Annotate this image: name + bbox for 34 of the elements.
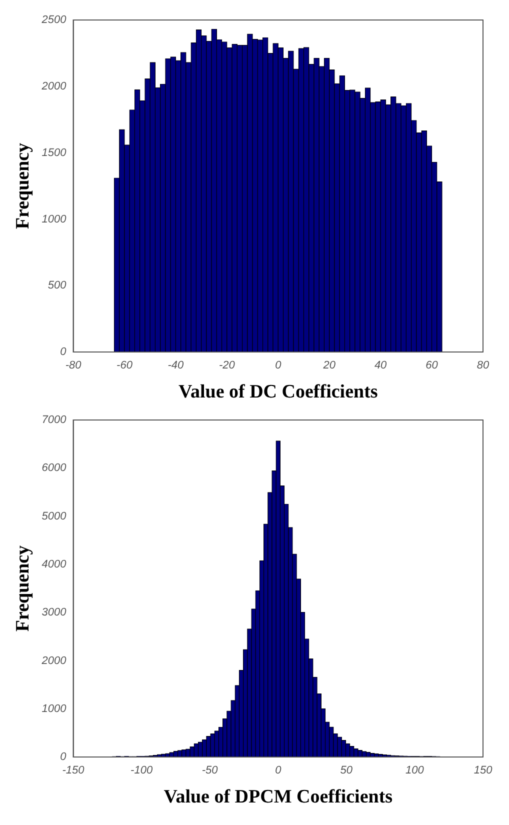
x-tick-label: -80 (65, 360, 82, 372)
x-tick-label: 40 (374, 360, 388, 372)
x-tick-label: 50 (340, 764, 354, 777)
y-tick-label: 2000 (40, 654, 68, 667)
y-tick-label: 4000 (42, 558, 68, 570)
y-tick-label: 2500 (40, 14, 68, 26)
y-tick-label: 1000 (42, 213, 68, 226)
y-tick-label: 5000 (42, 510, 68, 522)
x-axis-title: Value of DC Coefficients (178, 382, 378, 403)
y-tick-label: 1500 (42, 146, 68, 159)
y-tick-label: 3000 (42, 606, 68, 619)
y-tick-label: 0 (60, 346, 68, 358)
x-tick-label: -50 (202, 764, 219, 777)
x-tick-label: -150 (62, 764, 86, 777)
x-tick-label: -40 (168, 360, 185, 372)
y-tick-label: 500 (48, 280, 68, 292)
x-tick-label: 100 (406, 764, 425, 777)
x-tick-label: 0 (275, 764, 282, 777)
x-tick-label: 0 (275, 360, 282, 372)
y-tick-label: 0 (60, 751, 68, 764)
x-tick-label: -20 (218, 360, 236, 372)
y-tick-label: 1000 (42, 702, 68, 715)
y-axis-title: Frequency (12, 142, 34, 230)
y-tick-label: 2000 (40, 80, 68, 92)
x-tick-label: -100 (130, 764, 154, 777)
x-tick-label: 150 (474, 764, 494, 777)
x-tick-label: 60 (426, 360, 439, 372)
x-tick-label: -60 (116, 360, 134, 372)
y-axis-title: Frequency (12, 544, 34, 632)
x-axis-title: Value of DPCM Coefficients (164, 786, 393, 808)
y-tick-label: 7000 (42, 414, 68, 426)
x-tick-label: 20 (322, 360, 336, 372)
y-tick-label: 6000 (42, 462, 68, 474)
x-tick-label: 80 (476, 360, 490, 372)
